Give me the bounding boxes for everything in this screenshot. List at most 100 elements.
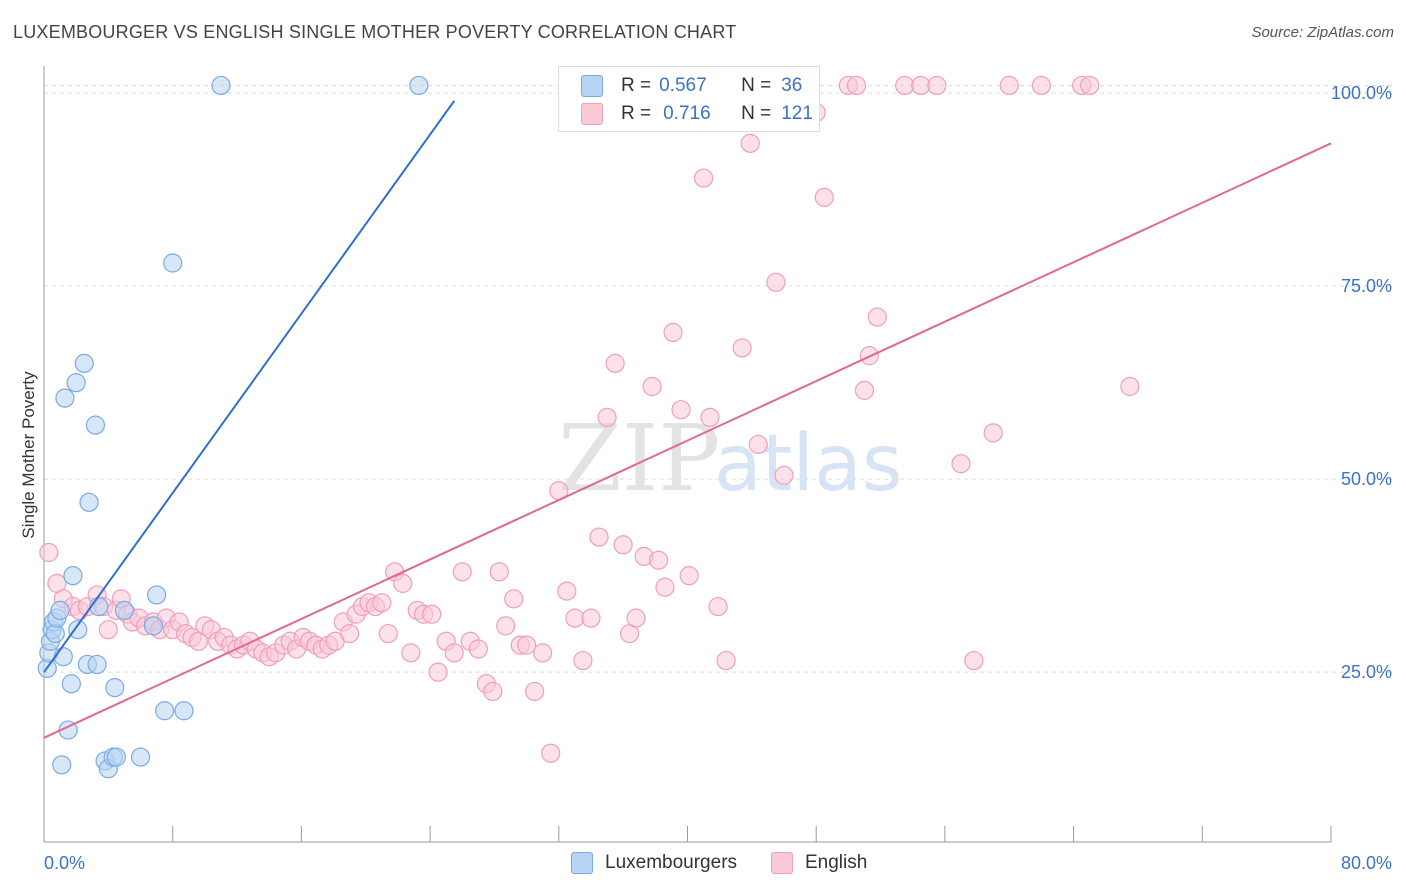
legend-row-luxembourgers: R = 0.567 N = 36 — [581, 72, 802, 100]
english-point — [452, 562, 472, 582]
luxembourger-point — [130, 747, 151, 767]
x-tick-label: 80.0% — [1341, 853, 1392, 873]
english-point — [927, 75, 947, 96]
english-point — [774, 465, 794, 485]
english-point — [428, 662, 448, 682]
luxembourger-point — [74, 353, 94, 373]
tick-labels: 25.0% 50.0% 75.0% 100.0% 0.0% 80.0% — [44, 83, 1392, 873]
english-point — [581, 608, 601, 628]
english-point — [700, 407, 720, 427]
luxembourger-point — [143, 616, 163, 636]
y-tick-label: 100.0% — [1331, 83, 1392, 103]
y-axis-label: Single Mother Poverty — [19, 371, 38, 539]
chart-title: LUXEMBOURGER VS ENGLISH SINGLE MOTHER PO… — [13, 22, 737, 42]
english-point — [39, 542, 59, 563]
english-point — [748, 434, 768, 455]
legend-n-label: N = — [741, 75, 772, 96]
english-point — [393, 573, 413, 593]
english-point — [422, 604, 442, 624]
luxembourger-points — [37, 75, 429, 779]
english-point — [642, 376, 662, 397]
luxembourger-point — [409, 75, 429, 96]
english-point — [655, 577, 675, 597]
english-point — [671, 400, 691, 420]
luxembourger-point — [50, 600, 70, 621]
english-point — [983, 423, 1003, 443]
y-tick-label: 75.0% — [1341, 276, 1392, 296]
english-point — [626, 608, 646, 628]
y-tick-label: 50.0% — [1341, 469, 1392, 489]
watermark: ZIP atlas — [558, 405, 903, 512]
english-point — [557, 581, 577, 601]
english-point — [489, 562, 509, 582]
bottom-legend-english: English — [771, 852, 867, 874]
legend-swatch-luxembourgers — [581, 75, 603, 97]
luxembourger-trend-line — [43, 100, 456, 673]
english-point — [732, 338, 752, 358]
english-point — [951, 454, 971, 474]
luxembourger-point — [89, 596, 109, 617]
english-point — [964, 650, 984, 671]
english-point — [340, 623, 360, 644]
english-point — [525, 681, 545, 702]
legend-n-label: N = — [741, 103, 772, 124]
legend-r-value: 0.567 — [659, 75, 707, 96]
luxembourger-point — [155, 701, 175, 721]
english-point — [663, 322, 683, 343]
english-point — [573, 650, 593, 671]
english-point — [589, 527, 609, 547]
luxembourger-point — [147, 585, 167, 605]
luxembourger-point — [68, 620, 88, 640]
english-trend-line — [43, 142, 1332, 739]
legend-swatch-english — [581, 103, 603, 125]
luxembourger-point — [66, 373, 86, 393]
stats-legend: R = 0.567 N = 36 R = 0.716 N = 121 — [558, 66, 820, 132]
english-point — [565, 608, 585, 628]
english-point — [999, 75, 1019, 96]
english-point — [716, 650, 736, 671]
legend-row-english: R = 0.716 N = 121 — [581, 100, 813, 128]
luxembourger-point — [163, 253, 183, 273]
luxembourger-point — [55, 388, 75, 408]
luxembourger-point — [174, 701, 194, 721]
english-point — [517, 635, 537, 655]
english-point — [504, 589, 524, 609]
luxembourger-point — [61, 674, 81, 694]
luxembourger-point — [53, 647, 73, 667]
luxembourger-point — [87, 654, 107, 675]
english-point — [597, 407, 617, 427]
english-point — [895, 75, 915, 96]
english-point — [98, 620, 118, 640]
watermark-atlas: atlas — [714, 419, 903, 509]
bottom-legend-label: Luxembourgers — [605, 852, 738, 873]
english-point — [1120, 376, 1140, 397]
english-point — [693, 168, 714, 188]
english-point — [867, 307, 887, 327]
english-point — [372, 593, 392, 613]
english-point — [468, 639, 488, 659]
english-point — [814, 187, 834, 207]
english-point — [854, 380, 875, 400]
english-point — [378, 623, 398, 644]
luxembourger-point — [52, 755, 72, 775]
english-point — [541, 743, 561, 763]
english-point — [605, 353, 625, 373]
legend-n-value: 36 — [781, 75, 803, 96]
legend-r-label: R = — [621, 103, 652, 124]
english-point — [533, 643, 553, 663]
bottom-legend-swatch-luxembourgers — [571, 852, 593, 874]
trend-lines — [43, 100, 1332, 739]
english-point — [483, 681, 503, 702]
luxembourger-point — [85, 415, 106, 435]
grid-lines — [44, 84, 1392, 673]
luxembourger-point — [79, 492, 99, 512]
bottom-legend-swatch-english — [771, 852, 793, 874]
english-point — [766, 272, 786, 292]
luxembourger-point — [63, 566, 83, 586]
axes — [43, 66, 1332, 843]
luxembourger-point — [106, 747, 126, 767]
english-point — [613, 535, 633, 555]
legend-r-value: 0.716 — [663, 103, 711, 124]
bottom-legend-label: English — [805, 852, 868, 873]
